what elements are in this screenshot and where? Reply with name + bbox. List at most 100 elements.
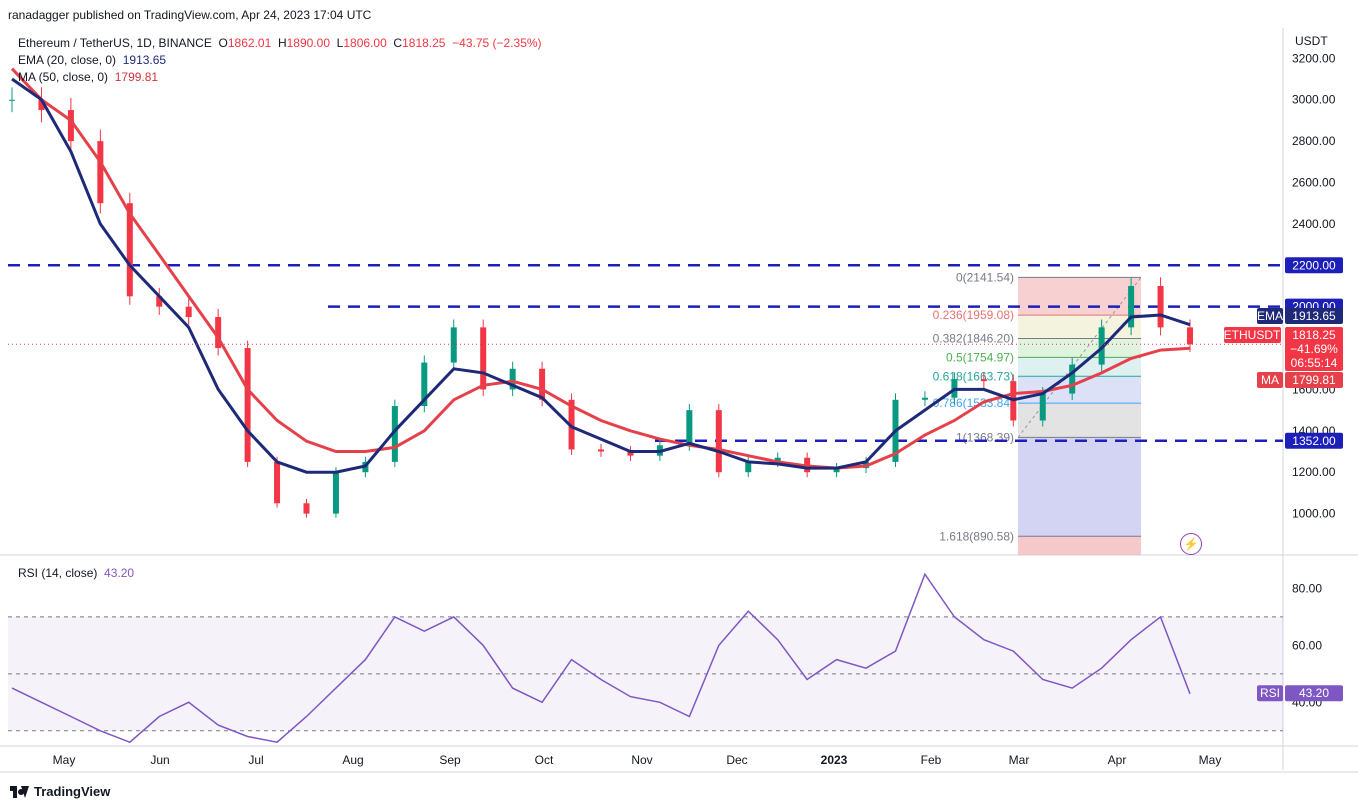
symbol-title: Ethereum / TetherUS, 1D, BINANCE <box>18 36 212 50</box>
candle-body <box>303 503 310 514</box>
fib-zone <box>1018 536 1141 555</box>
ohlc-low-label: L <box>336 36 344 50</box>
candle-body <box>833 468 840 473</box>
symbol-tag-text: ETHUSDT <box>1224 328 1281 342</box>
level-2200-badge-text: 2200.00 <box>1292 258 1336 272</box>
rsi-tick-label: 80.00 <box>1292 581 1322 595</box>
ma-tag-bg <box>1257 372 1283 388</box>
fib-level-label: 1.618(890.58) <box>939 529 1014 543</box>
level-2200-badge-bg <box>1285 257 1343 274</box>
candle-body <box>774 457 781 462</box>
fib-trend-line <box>1017 277 1142 438</box>
footer-brand-text: TradingView <box>34 784 111 799</box>
ma-legend-label: MA (50, close, 0) <box>18 70 109 84</box>
rsi-tag-text: RSI <box>1260 686 1280 700</box>
candle-body <box>215 317 222 349</box>
ema-tag-bg <box>1257 308 1283 324</box>
fib-level-label: 0.618(1663.73) <box>933 369 1014 383</box>
level-1352-badge-bg <box>1285 432 1343 449</box>
candle-body <box>539 368 546 400</box>
candle-body <box>568 399 575 450</box>
fib-zone <box>1018 376 1141 404</box>
candle-body <box>332 472 339 514</box>
price-badge-text: −41.69% <box>1290 342 1338 356</box>
fib-level-label: 0.236(1959.08) <box>933 308 1014 322</box>
ma-legend[interactable]: MA (50, close, 0) 1799.81 <box>18 70 158 84</box>
lightning-icon[interactable]: ⚡ <box>1180 533 1202 555</box>
price-tick-label: 2400.00 <box>1292 217 1336 231</box>
time-axis-label: Jun <box>150 753 169 767</box>
ma-50-line <box>10 67 1191 470</box>
ema-value-badge-text: 1913.65 <box>1292 309 1336 323</box>
candle-body <box>715 410 722 473</box>
candle-body <box>450 327 457 363</box>
ohlc-close-label: C <box>393 36 403 50</box>
price-tick-label: 3000.00 <box>1292 93 1336 107</box>
time-axis-label: Jul <box>248 753 263 767</box>
ohlc-high: 1890.00 <box>286 36 330 50</box>
candle-body <box>480 327 487 390</box>
candle-body <box>1039 393 1046 421</box>
tradingview-logo-icon <box>10 785 29 798</box>
rsi-tick-label: 60.00 <box>1292 638 1322 652</box>
fib-level-label: 0(2141.54) <box>956 270 1014 284</box>
fib-zone <box>1018 338 1141 358</box>
price-badge-text: 1818.25 <box>1292 328 1336 342</box>
price-badge-bg <box>1285 327 1343 371</box>
candle-body <box>1128 285 1135 328</box>
ohlc-change: −43.75 (−2.35%) <box>452 36 542 50</box>
time-axis-label: 2023 <box>821 753 848 767</box>
ma-legend-value: 1799.81 <box>114 70 159 84</box>
symbol-legend: Ethereum / TetherUS, 1D, BINANCE O1862.0… <box>18 36 542 50</box>
ohlc-open: 1862.01 <box>227 36 272 50</box>
ma-tag-text: MA <box>1261 373 1279 387</box>
candle-body <box>67 110 74 142</box>
candle-body <box>126 203 133 297</box>
fib-zone <box>1018 315 1141 339</box>
ema-legend[interactable]: EMA (20, close, 0) 1913.65 <box>18 53 166 67</box>
rsi-legend-label: RSI (14, close) <box>18 566 98 580</box>
fib-zone <box>1018 277 1141 316</box>
candle-body <box>509 368 516 390</box>
fib-level-label: 0.5(1754.97) <box>946 350 1014 364</box>
time-axis-label: Sep <box>439 753 461 767</box>
currency-label: USDT <box>1295 34 1328 48</box>
rsi-value-badge-text: 43.20 <box>1299 686 1329 700</box>
ma-value-badge-text: 1799.81 <box>1292 373 1336 387</box>
candle-body <box>627 451 634 456</box>
time-axis-label: Oct <box>535 753 554 767</box>
ema-value-badge-bg <box>1285 308 1343 324</box>
candle-body <box>97 141 104 204</box>
candle-body <box>244 348 251 462</box>
ohlc-open-label: O <box>218 36 228 50</box>
ohlc-high-label: H <box>277 36 287 50</box>
candle-body <box>1187 327 1193 345</box>
ma-value-badge-bg <box>1285 372 1343 388</box>
time-axis-label: May <box>53 753 76 767</box>
ema-legend-value: 1913.65 <box>122 53 167 67</box>
rsi-value-badge-bg <box>1285 685 1343 702</box>
publish-credit: ranadagger published on TradingView.com,… <box>8 8 372 22</box>
footer-brand[interactable]: TradingView <box>10 784 110 799</box>
time-axis-label: Dec <box>726 753 747 767</box>
time-axis-label: Mar <box>1009 753 1030 767</box>
time-axis-label: Nov <box>631 753 652 767</box>
candle-body <box>745 461 752 473</box>
candle-body <box>598 449 604 452</box>
rsi-legend-value: 43.20 <box>104 566 135 580</box>
time-axis-label: Apr <box>1108 753 1127 767</box>
ohlc-close: 1818.25 <box>402 36 446 50</box>
candle-body <box>391 406 398 462</box>
candle-body <box>421 362 428 407</box>
price-tick-label: 1000.00 <box>1292 507 1336 521</box>
price-tick-label: 2800.00 <box>1292 134 1336 148</box>
price-badge-text: 06:55:14 <box>1291 356 1338 370</box>
candle-body <box>185 306 192 318</box>
candle-body <box>38 99 45 111</box>
rsi-line <box>11 572 1191 744</box>
rsi-band-fill <box>8 616 1283 731</box>
rsi-legend[interactable]: RSI (14, close) 43.20 <box>18 566 134 580</box>
time-axis-label: May <box>1199 753 1222 767</box>
ema-legend-label: EMA (20, close, 0) <box>18 53 117 67</box>
